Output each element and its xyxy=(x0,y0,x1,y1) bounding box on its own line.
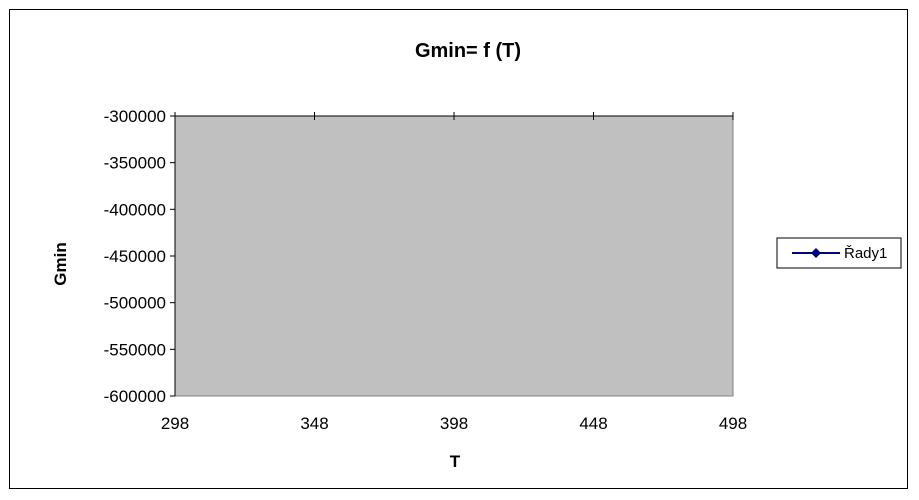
x-tick-label: 298 xyxy=(161,414,189,433)
y-tick-label: -300000 xyxy=(104,107,166,126)
x-tick-group: 298 348 398 448 498 xyxy=(161,112,747,433)
plot-area xyxy=(174,115,734,397)
y-tick-label: -500000 xyxy=(104,294,166,313)
y-tick-label: -400000 xyxy=(104,200,166,219)
legend: Řady1 xyxy=(776,237,902,269)
chart-title: Gmin= f (T) xyxy=(415,40,521,62)
x-tick-label: 348 xyxy=(300,414,328,433)
x-tick-label: 398 xyxy=(440,414,468,433)
x-tick-label: 448 xyxy=(579,414,607,433)
x-tick-label: 498 xyxy=(719,414,747,433)
legend-marker-diamond xyxy=(811,248,821,258)
y-tick-label: -600000 xyxy=(104,387,166,406)
legend-label: Řady1 xyxy=(844,245,887,262)
y-axis-title: Gmin xyxy=(51,242,70,285)
y-tick-group: -300000 -350000 -400000 -450000 -500000 -5500… xyxy=(104,107,175,406)
y-tick-label: -550000 xyxy=(104,340,166,359)
y-tick-label: -350000 xyxy=(104,154,166,173)
x-axis-title: T xyxy=(450,452,461,471)
y-tick-label: -450000 xyxy=(104,247,166,266)
